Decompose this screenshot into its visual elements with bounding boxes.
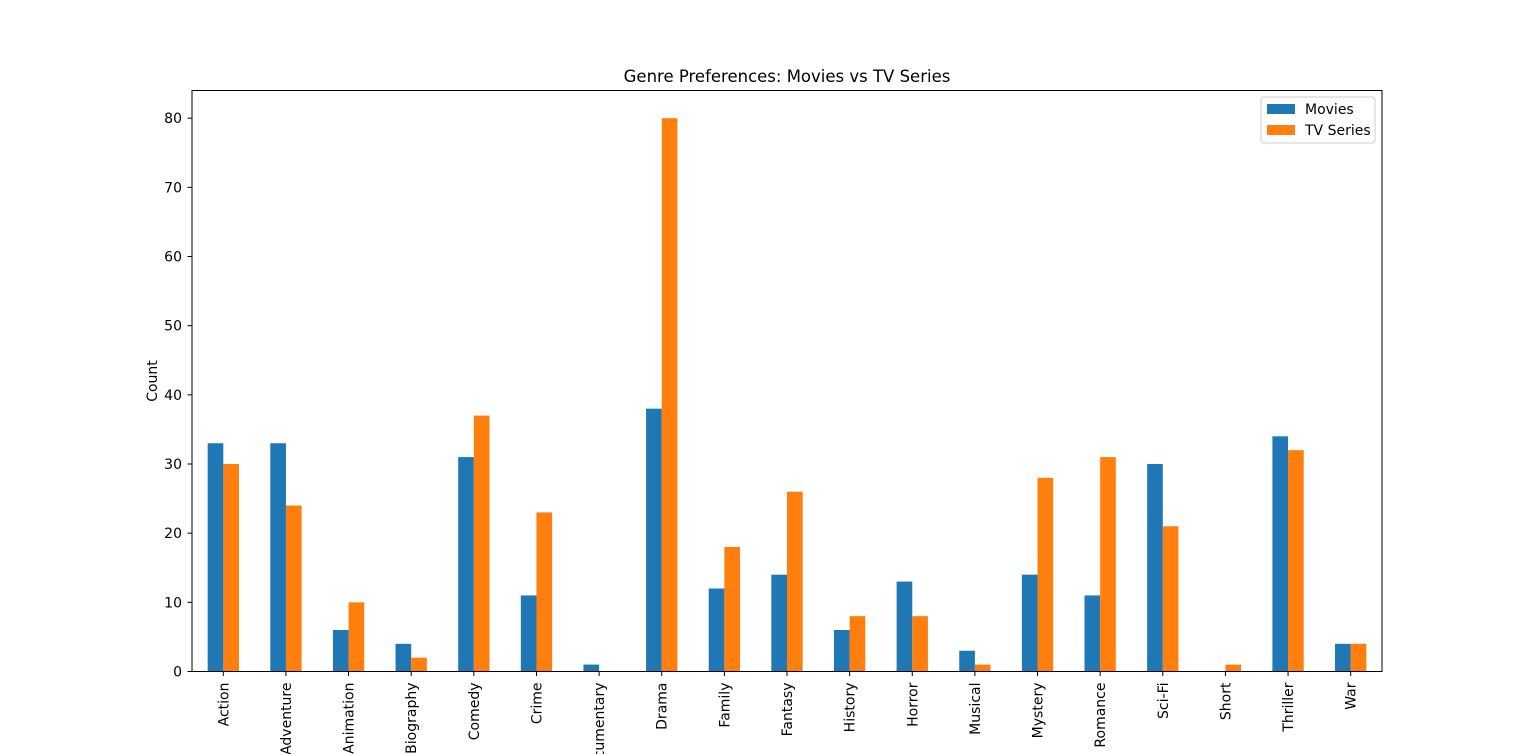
legend-label-tv-series: TV Series xyxy=(1304,123,1371,139)
bar-tv-series-history xyxy=(849,616,866,672)
legend-swatch-movies xyxy=(1267,104,1295,114)
x-tick-label-crime: Crime xyxy=(529,683,545,725)
bar-tv-series-sci-fi xyxy=(1162,526,1179,672)
x-tick-label-short: Short xyxy=(1218,682,1234,720)
bar-movies-horror xyxy=(896,581,913,672)
bar-movies-mystery xyxy=(1021,574,1038,672)
bar-tv-series-war xyxy=(1350,643,1367,672)
bar-movies-animation xyxy=(332,630,349,672)
x-tick-label-family: Family xyxy=(717,683,733,728)
x-tick-label-musical: Musical xyxy=(968,683,984,735)
bar-movies-musical xyxy=(959,650,975,672)
bar-movies-biography xyxy=(395,643,412,672)
legend: Movies TV Series xyxy=(1260,96,1376,144)
x-tick-label-fantasy: Fantasy xyxy=(780,683,796,737)
bars-group xyxy=(207,118,1367,672)
bar-movies-comedy xyxy=(458,457,474,672)
bar-movies-sci-fi xyxy=(1147,464,1163,672)
chart-title: Genre Preferences: Movies vs TV Series xyxy=(624,67,951,86)
bar-movies-drama xyxy=(646,408,662,672)
bar-tv-series-romance xyxy=(1100,457,1116,672)
bar-tv-series-mystery xyxy=(1037,477,1054,672)
bar-movies-thriller xyxy=(1272,436,1289,672)
x-tick-label-drama: Drama xyxy=(655,683,671,730)
bar-movies-family xyxy=(708,588,725,672)
bar-tv-series-adventure xyxy=(285,505,302,672)
x-tick-label-comedy: Comedy xyxy=(467,683,483,741)
bar-tv-series-fantasy xyxy=(787,491,803,672)
bar-tv-series-thriller xyxy=(1288,450,1304,672)
bar-tv-series-action xyxy=(223,464,239,672)
bar-tv-series-comedy xyxy=(473,415,490,672)
bar-movies-romance xyxy=(1084,595,1101,672)
bar-tv-series-animation xyxy=(348,602,365,672)
bar-tv-series-crime xyxy=(536,512,553,672)
bar-tv-series-family xyxy=(724,547,741,672)
legend-swatch-tv-series xyxy=(1267,125,1295,135)
y-tick-label: 70 xyxy=(164,180,182,196)
y-tick-label: 40 xyxy=(164,388,182,404)
x-tick-label-documentary: Documentary xyxy=(592,683,608,754)
y-tick-label: 60 xyxy=(164,250,182,266)
bar-movies-documentary xyxy=(583,664,600,672)
bar-tv-series-horror xyxy=(912,616,928,672)
bar-tv-series-biography xyxy=(411,657,427,672)
x-tick-label-mystery: Mystery xyxy=(1031,683,1047,739)
x-tick-label-action: Action xyxy=(216,683,232,727)
bar-movies-action xyxy=(207,443,224,672)
x-tick-label-romance: Romance xyxy=(1093,683,1109,748)
plot-frame xyxy=(191,90,1383,672)
y-axis: 0 10 20 30 40 50 60 70 80 xyxy=(164,111,192,681)
legend-label-movies: Movies xyxy=(1305,102,1354,118)
x-tick-label-adventure: Adventure xyxy=(279,683,295,754)
y-tick-label: 50 xyxy=(164,319,182,335)
bar-movies-history xyxy=(833,630,850,672)
y-tick-label: 10 xyxy=(164,595,182,611)
x-tick-label-history: History xyxy=(843,683,859,733)
x-tick-label-sci-fi: Sci-Fi xyxy=(1156,683,1172,719)
y-axis-label: Count xyxy=(145,360,161,402)
bar-movies-crime xyxy=(520,595,537,672)
x-axis: Action Adventure Animation Biography Comedy C… xyxy=(216,671,1360,754)
x-tick-label-biography: Biography xyxy=(404,683,420,754)
x-tick-label-war: War xyxy=(1344,682,1360,710)
y-tick-label: 80 xyxy=(164,111,182,127)
y-tick-label: 30 xyxy=(164,457,182,473)
x-tick-label-thriller: Thriller xyxy=(1281,682,1297,732)
bar-movies-fantasy xyxy=(771,574,787,672)
bar-movies-adventure xyxy=(270,443,286,672)
y-tick-label: 20 xyxy=(164,526,182,542)
bar-tv-series-short xyxy=(1225,664,1242,672)
bar-tv-series-drama xyxy=(661,118,678,672)
bar-movies-war xyxy=(1335,643,1351,672)
x-tick-label-horror: Horror xyxy=(905,682,921,727)
y-tick-label: 0 xyxy=(173,665,182,681)
x-tick-label-animation: Animation xyxy=(342,683,358,754)
bar-tv-series-musical xyxy=(974,664,991,672)
